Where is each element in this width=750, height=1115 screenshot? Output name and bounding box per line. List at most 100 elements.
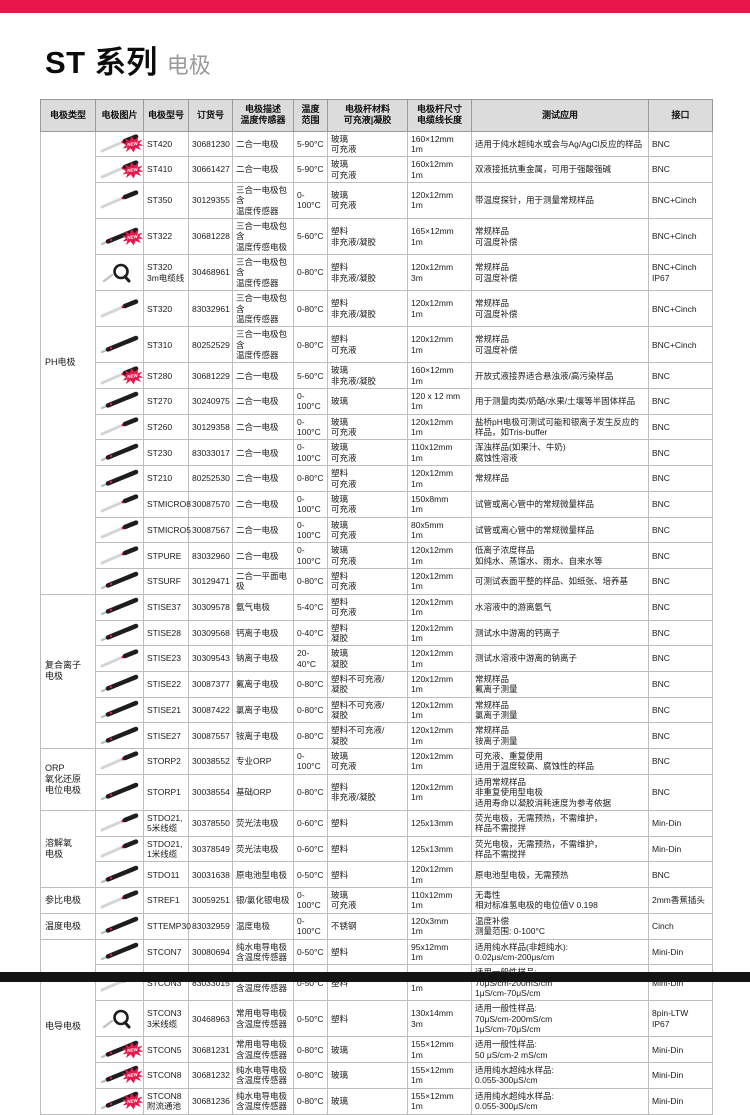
material-cell: 塑料 (327, 861, 408, 889)
size-cell: 150x8mm 1m (407, 490, 472, 518)
electrode-image (95, 645, 144, 672)
model-cell: STORP2 (143, 748, 189, 775)
material-cell: 塑料不可充液/ 凝胶 (327, 670, 408, 698)
electrode-image: NEW (95, 362, 144, 390)
temp-range-cell: 0-100°C (293, 388, 328, 415)
description-cell: 氨气电极 (232, 593, 294, 621)
table-body: PH电极 NEW ST420 30681230 二合一电极 5-90°C 玻璃 可充液 160… (40, 130, 713, 1115)
application-cell: 原电池型电极，无需预热 (471, 861, 649, 889)
interface-cell: Mini-Din (648, 1087, 713, 1115)
description-cell: 常用电导电极 含温度传感器 (232, 1036, 294, 1064)
interface-cell: BNC (648, 516, 713, 544)
material-cell: 塑料 非充液/凝胶 (327, 218, 408, 256)
interface-cell: BNC (648, 773, 713, 811)
size-cell: 130x14mm 1m (407, 964, 472, 1002)
electrode-image (95, 439, 144, 467)
size-cell: 125x13mm (407, 835, 472, 863)
interface-cell: BNC+Cinch (648, 218, 713, 256)
model-cell: ST260 (143, 413, 189, 441)
application-cell: 试管或离心管中的常规微量样品 (471, 490, 649, 518)
table-row: NEW ST322 30681228 三合一电极包含 温度传感电极 5-60°C 塑料 非… (41, 218, 713, 256)
material-cell: 玻璃 可充液 (327, 516, 408, 544)
application-cell: 常规样品 可温度补偿 (471, 218, 649, 256)
temp-range-cell: 0-100°C (293, 912, 328, 940)
temp-range-cell: 0-60°C (293, 835, 328, 863)
order-number-cell: 83032960 (188, 542, 233, 570)
interface-cell: BNC (648, 861, 713, 889)
size-cell: 160×12mm 1m (407, 362, 472, 390)
model-cell: ST270 (143, 388, 189, 415)
interface-cell: BNC (648, 413, 713, 441)
order-number-cell: 30038554 (188, 773, 233, 811)
order-number-cell: 30080694 (188, 938, 233, 966)
table-row: 复合离子 电极 STISE37 30309578 氨气电极 5-40°C 塑料 可充液 12… (40, 593, 713, 750)
order-number-cell: 80252529 (188, 326, 233, 364)
table-row: ST320 83032961 三合一电极包含 温度传感器 0-80°C 塑料 非充液/凝… (41, 290, 713, 328)
application-cell: 适用纯水样品(非超纯水): 0.02μs/cm-200μs/cm (471, 938, 649, 966)
temp-range-cell: 0-80°C (293, 326, 328, 364)
application-cell: 荧光电极，无需预热，不需维护， 样品不需搅拌 (471, 809, 649, 837)
material-cell: 塑料 非充液/凝胶 (327, 773, 408, 811)
order-number-cell: 30087557 (188, 722, 233, 750)
temp-range-cell: 0-80°C (293, 696, 328, 724)
application-cell: 常规样品 可温度补偿 (471, 326, 649, 364)
electrode-image (95, 722, 144, 750)
interface-cell: Mini-Din (648, 1036, 713, 1064)
application-cell: 适用于纯水超纯水或会与Ag/AgCl反应的样品 (471, 130, 649, 158)
model-cell: STSURF (143, 568, 189, 595)
electrode-spec-table: 电极类型 电极图片 电极型号 订货号 电极描述 温度传感器 温度 范围 电极杆材料 可充液|… (40, 99, 713, 1115)
size-cell: 120x12mm 1m (407, 645, 472, 672)
table-header: 电极类型 电极图片 电极型号 订货号 电极描述 温度传感器 温度 范围 电极杆材料 可充液|… (40, 99, 713, 132)
interface-cell: Mini-Din (648, 1062, 713, 1089)
electrode-image (95, 181, 144, 220)
bottom-bar (0, 972, 750, 982)
material-cell: 玻璃 可充液 (327, 542, 408, 570)
model-cell: ST322 (143, 218, 189, 256)
material-cell: 玻璃 可充液 (327, 887, 408, 914)
column-header: 电极杆尺寸 电缆线长度 (407, 99, 472, 132)
description-cell: 原电池型电极 (232, 861, 294, 889)
description-cell: 二合一电极 (232, 516, 294, 544)
temp-range-cell: 5-40°C (293, 593, 328, 621)
header-row: 电极类型 电极图片 电极型号 订货号 电极描述 温度传感器 温度 范围 电极杆材料 可充液|… (40, 99, 713, 132)
material-cell: 玻璃 可充液 (327, 156, 408, 183)
temp-range-cell: 20-40°C (293, 645, 328, 672)
order-number-cell: 30681236 (188, 1087, 233, 1115)
temp-range-cell: 0-80°C (293, 722, 328, 750)
material-cell: 玻璃 非充液/凝胶 (327, 362, 408, 390)
application-cell: 适用一般性样品: 70μS/cm-200mS/cm 1μS/cm-70μS/cm (471, 964, 649, 1002)
material-cell: 玻璃 可充液 (327, 439, 408, 467)
description-cell: 三合一电极包含 温度传感电极 (232, 218, 294, 256)
description-cell: 三合一电极包含 温度传感器 (232, 254, 294, 292)
temp-range-cell: 0-100°C (293, 439, 328, 467)
electrode-image (95, 809, 144, 837)
size-cell: 110x12mm 1m (407, 439, 472, 467)
cable-coil-image (95, 254, 144, 292)
electrode-image: NEW (95, 130, 144, 158)
description-cell: 温度电极 (232, 912, 294, 940)
order-number-cell: 30038552 (188, 748, 233, 775)
model-cell: STPURE (143, 542, 189, 570)
table-row: ORP 氧化还原 电位电极 STORP2 30038552 专业ORP 0-100°C 玻… (40, 748, 713, 811)
material-cell: 玻璃 (327, 1036, 408, 1064)
table-row: NEW ST410 30661427 二合一电极 5-90°C 玻璃 可充液 160x12m… (41, 156, 713, 183)
size-cell: 120x12mm 1m (407, 413, 472, 441)
top-accent-bar (0, 0, 750, 13)
table-row: ST350 30129355 三合一电极包含 温度传感器 0-100°C 玻璃 可充液 1… (41, 181, 713, 220)
electrode-image (95, 593, 144, 621)
electrode-image (95, 887, 144, 914)
size-cell: 155×12mm 1m (407, 1062, 472, 1089)
interface-cell: BNC (648, 465, 713, 492)
model-cell: ST350 (143, 181, 189, 220)
order-number-cell: 30681229 (188, 362, 233, 390)
size-cell: 120 x 12 mm 1m (407, 388, 472, 415)
model-cell: STDO21, 5米线缆 (143, 809, 189, 837)
temp-range-cell: 5-60°C (293, 362, 328, 390)
size-cell: 95x12mm 1m (407, 938, 472, 966)
temp-range-cell: 0-40°C (293, 619, 328, 647)
description-cell: 铵离子电极 (232, 722, 294, 750)
description-cell: 纯水电导电极 含温度传感器 (232, 1062, 294, 1089)
size-cell: 120x12mm 1m (407, 593, 472, 621)
electrode-image (95, 938, 144, 966)
